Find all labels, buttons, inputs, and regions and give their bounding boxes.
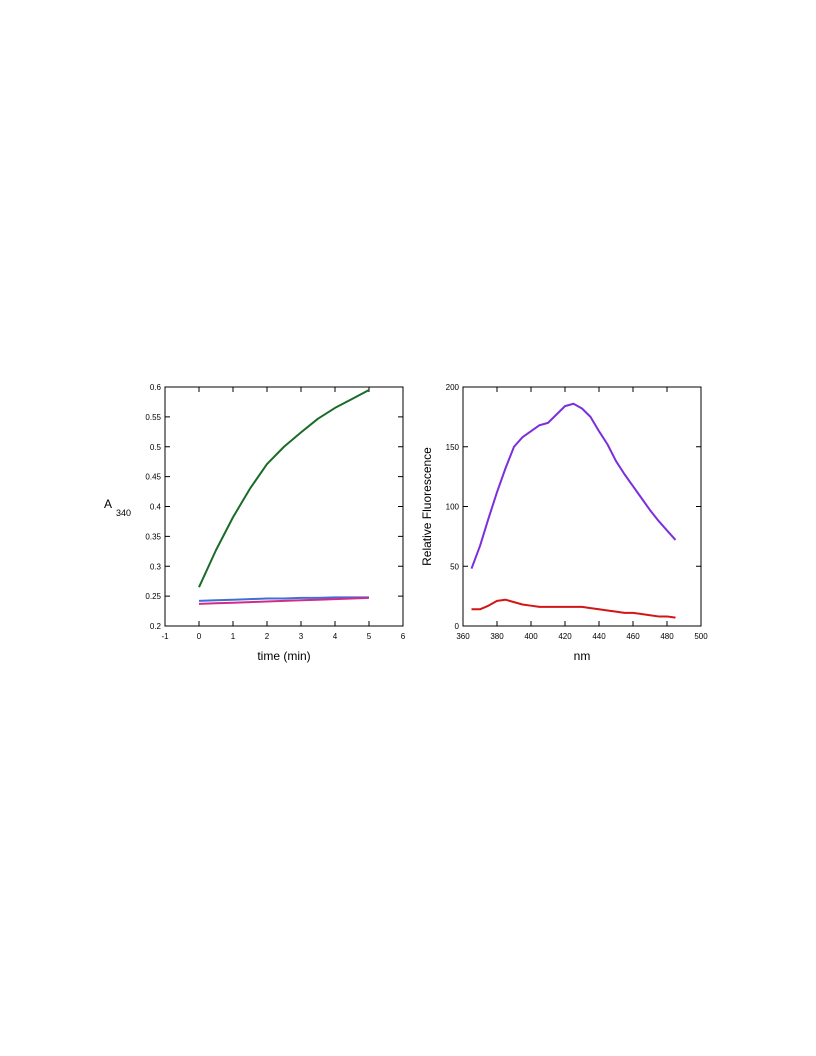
x-tick-label: 0 bbox=[197, 632, 202, 641]
data-line bbox=[198, 596, 370, 605]
x-tick-label: 4 bbox=[333, 632, 338, 641]
y-tick-label: 0.45 bbox=[145, 473, 161, 482]
x-tick-label: 6 bbox=[401, 632, 406, 641]
x-tick-label: 420 bbox=[558, 632, 572, 641]
y-tick-label: 0 bbox=[455, 622, 460, 631]
y-tick-label: 100 bbox=[446, 503, 460, 512]
x-tick-label: 3 bbox=[299, 632, 304, 641]
x-tick-label: 440 bbox=[592, 632, 606, 641]
x-tick-label: 380 bbox=[490, 632, 504, 641]
data-line bbox=[471, 598, 676, 619]
y-axis-label-subscript: 340 bbox=[116, 508, 131, 518]
y-tick-label: 150 bbox=[446, 443, 460, 452]
plot-frame bbox=[462, 386, 702, 627]
data-line bbox=[198, 596, 369, 602]
y-tick-label: 0.6 bbox=[150, 383, 162, 392]
x-axis-label: nm bbox=[574, 649, 591, 663]
y-axis-label: Relative Fluorescence bbox=[420, 447, 434, 566]
y-tick-label: 0.3 bbox=[150, 562, 162, 571]
y-tick-label: 0.25 bbox=[145, 592, 161, 601]
y-tick-label: 0.35 bbox=[145, 532, 161, 541]
y-tick-label: 200 bbox=[446, 383, 460, 392]
y-tick-label: 0.55 bbox=[145, 413, 161, 422]
data-line bbox=[470, 402, 677, 569]
x-tick-label: 1 bbox=[231, 632, 236, 641]
y-tick-label: 0.4 bbox=[150, 503, 162, 512]
x-tick-label: 500 bbox=[694, 632, 708, 641]
y-tick-label: 50 bbox=[450, 562, 459, 571]
y-tick-label: 0.5 bbox=[150, 443, 162, 452]
x-tick-label: -1 bbox=[161, 632, 169, 641]
y-tick-label: 0.2 bbox=[150, 622, 162, 631]
x-tick-label: 360 bbox=[456, 632, 470, 641]
x-tick-label: 5 bbox=[367, 632, 372, 641]
x-tick-label: 2 bbox=[265, 632, 270, 641]
y-axis-label: A bbox=[104, 497, 112, 511]
x-axis-label: time (min) bbox=[257, 649, 310, 663]
plot-frame bbox=[164, 386, 404, 627]
x-tick-label: 400 bbox=[524, 632, 538, 641]
x-tick-label: 480 bbox=[660, 632, 674, 641]
data-line bbox=[198, 389, 370, 588]
x-tick-label: 460 bbox=[626, 632, 640, 641]
